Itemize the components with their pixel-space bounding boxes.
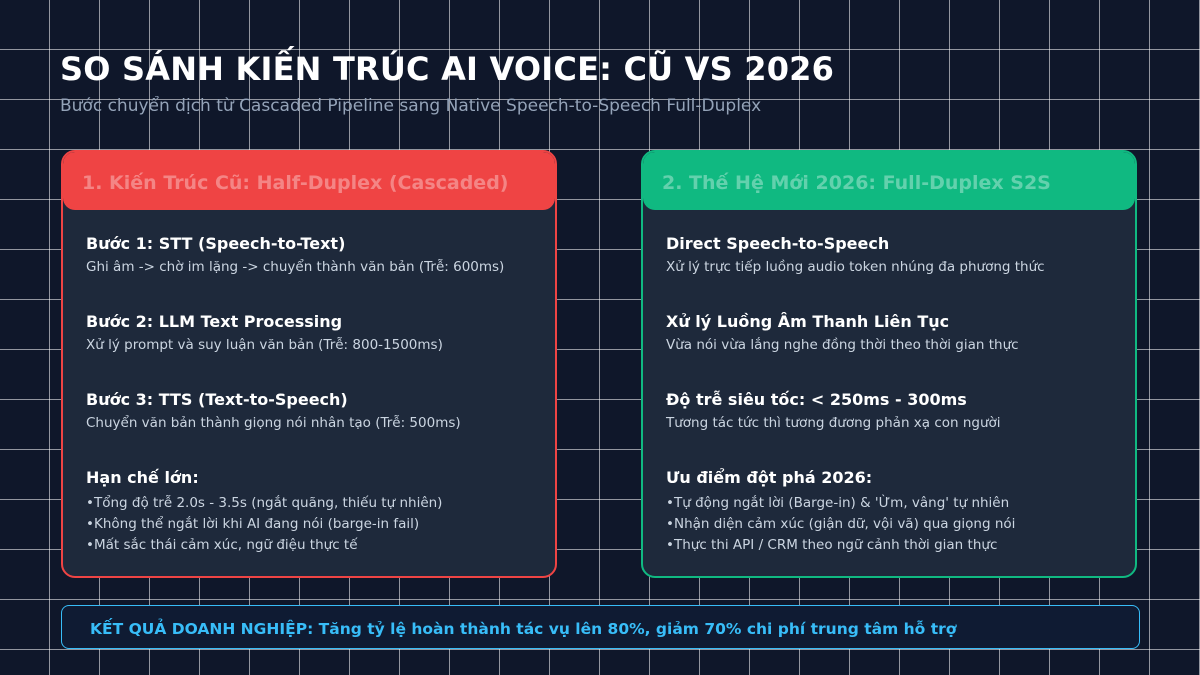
legacy-limitations: Hạn chế lớn: Tổng độ trễ 2.0s - 3.5s (ng… [86,468,539,556]
new-advantages-title: Ưu điểm đột phá 2026: [666,468,873,487]
legacy-limitations-list: Tổng độ trễ 2.0s - 3.5s (ngắt quãng, thi… [86,493,539,556]
legacy-step-3-title: Bước 3: TTS (Text-to-Speech) [86,390,348,409]
new-feature-2: Xử lý Luồng Âm Thanh Liên Tục Vừa nói vừ… [666,312,1119,353]
list-item: Nhận diện cảm xúc (giận dữ, vội vã) qua … [666,514,1119,535]
legacy-architecture-panel: 1. Kiến Trúc Cũ: Half-Duplex (Cascaded) … [61,150,557,578]
business-result-banner: KẾT QUẢ DOANH NGHIỆP: Tăng tỷ lệ hoàn th… [61,605,1140,649]
legacy-step-1-title: Bước 1: STT (Speech-to-Text) [86,234,346,253]
list-item: Thực thi API / CRM theo ngữ cảnh thời gi… [666,535,1119,556]
list-item: Tự động ngắt lời (Barge-in) & 'Ừm, vâng'… [666,493,1119,514]
list-item: Tổng độ trễ 2.0s - 3.5s (ngắt quãng, thi… [86,493,539,514]
new-feature-1-title: Direct Speech-to-Speech [666,234,890,253]
page-title: SO SÁNH KIẾN TRÚC AI VOICE: CŨ VS 2026 [60,50,835,88]
new-feature-3: Độ trễ siêu tốc: < 250ms - 300ms Tương t… [666,390,1119,431]
legacy-step-2-title: Bước 2: LLM Text Processing [86,312,343,331]
new-architecture-panel: 2. Thế Hệ Mới 2026: Full-Duplex S2S Dire… [641,150,1137,578]
list-item: Không thể ngắt lời khi AI đang nói (barg… [86,514,539,535]
new-advantages-list: Tự động ngắt lời (Barge-in) & 'Ừm, vâng'… [666,493,1119,556]
legacy-step-2-desc: Xử lý prompt và suy luận văn bản (Trễ: 8… [86,337,443,353]
new-feature-1: Direct Speech-to-Speech Xử lý trực tiếp … [666,234,1119,275]
legacy-step-3-desc: Chuyển văn bản thành giọng nói nhân tạo … [86,415,461,431]
new-feature-1-desc: Xử lý trực tiếp luồng audio token nhúng … [666,259,1045,275]
new-feature-3-title: Độ trễ siêu tốc: < 250ms - 300ms [666,390,967,409]
legacy-step-1: Bước 1: STT (Speech-to-Text) Ghi âm -> c… [86,234,539,275]
new-advantages: Ưu điểm đột phá 2026: Tự động ngắt lời (… [666,468,1119,556]
new-feature-3-desc: Tương tác tức thì tương đương phản xạ co… [666,415,1001,431]
legacy-limitations-title: Hạn chế lớn: [86,468,199,487]
legacy-step-1-desc: Ghi âm -> chờ im lặng -> chuyển thành vă… [86,259,505,275]
page-subtitle: Bước chuyển dịch từ Cascaded Pipeline sa… [60,96,762,116]
new-panel-heading: 2. Thế Hệ Mới 2026: Full-Duplex S2S [643,152,1135,210]
new-feature-2-desc: Vừa nói vừa lắng nghe đồng thời theo thờ… [666,337,1019,353]
legacy-step-3: Bước 3: TTS (Text-to-Speech) Chuyển văn … [86,390,539,431]
legacy-panel-heading: 1. Kiến Trúc Cũ: Half-Duplex (Cascaded) [63,152,555,210]
list-item: Mất sắc thái cảm xúc, ngữ điệu thực tế [86,535,539,556]
new-feature-2-title: Xử lý Luồng Âm Thanh Liên Tục [666,312,950,331]
legacy-step-2: Bước 2: LLM Text Processing Xử lý prompt… [86,312,539,353]
